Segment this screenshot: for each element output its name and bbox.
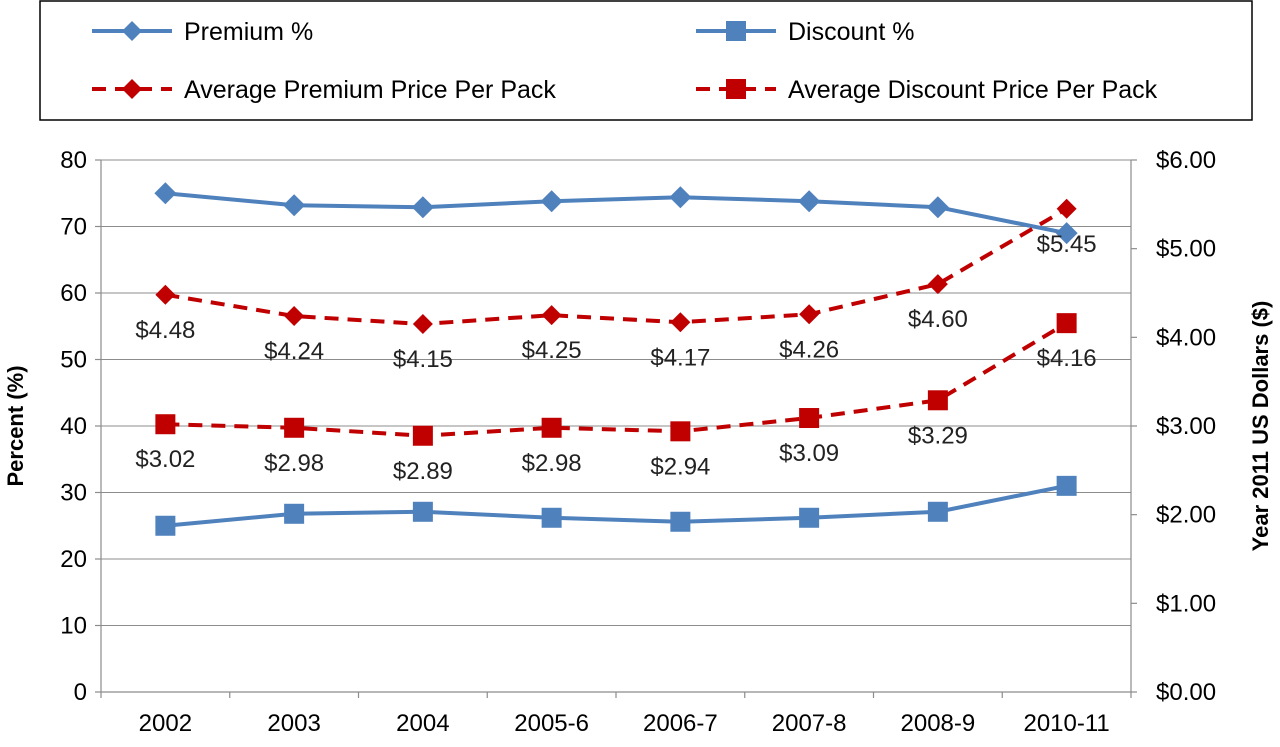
diamond-marker — [284, 306, 305, 327]
y-tick-label: 20 — [60, 546, 87, 573]
square-marker — [1056, 475, 1077, 496]
diamond-marker — [927, 274, 948, 295]
legend-square-icon — [726, 79, 746, 99]
y-tick-label: 50 — [60, 347, 87, 374]
diamond-marker — [1056, 198, 1077, 219]
x-tick-label: 2007-8 — [772, 710, 847, 737]
legend-label: Premium % — [184, 18, 313, 46]
diamond-marker — [411, 196, 434, 219]
series-line — [165, 191, 1068, 236]
square-marker — [799, 507, 820, 528]
data-label: $2.94 — [650, 453, 710, 480]
x-tick-label: 2005-6 — [514, 710, 589, 737]
axes — [95, 159, 1137, 698]
data-labels: $4.48 $4.24 $4.15 $4.25 $4.17 $4.26 $4.60 $5.45… — [135, 231, 1096, 485]
square-marker — [284, 417, 305, 438]
legend-box — [39, 0, 1253, 121]
series — [154, 182, 1078, 536]
diamond-marker — [799, 304, 820, 325]
legend-label: Discount % — [788, 18, 914, 46]
diamond-marker — [670, 312, 691, 333]
data-label: $3.29 — [908, 422, 968, 449]
gridlines — [101, 159, 1131, 626]
legend-label: Average Discount Price Per Pack — [788, 76, 1158, 104]
x-tick-label: 2006-7 — [643, 710, 718, 737]
y2-tick-label: $5.00 — [1156, 236, 1216, 263]
diamond-marker — [798, 190, 821, 213]
data-label: $4.48 — [135, 317, 195, 344]
x-tick-label: 2008-9 — [901, 710, 976, 737]
square-marker — [412, 501, 433, 522]
y-tick-label: 40 — [60, 413, 87, 440]
data-label: $4.25 — [522, 337, 582, 364]
diamond-marker — [541, 305, 562, 326]
legend-label: Average Premium Price Per Pack — [184, 76, 556, 104]
legend: Premium % Discount % Average Premium Price… — [39, 0, 1253, 121]
series-line — [165, 483, 1068, 528]
square-marker — [541, 507, 562, 528]
diamond-marker — [1055, 222, 1078, 245]
y2-tick-label: $6.00 — [1156, 147, 1216, 174]
legend-diamond-icon — [122, 21, 142, 41]
square-marker — [541, 417, 562, 438]
square-marker — [670, 511, 691, 532]
data-label: $4.16 — [1037, 345, 1097, 372]
data-label: $4.17 — [650, 344, 710, 371]
data-label: $2.89 — [393, 458, 453, 485]
y2-tick-label: $4.00 — [1156, 324, 1216, 351]
diamond-marker — [283, 194, 306, 217]
data-label: $4.26 — [779, 336, 839, 363]
data-label: $3.02 — [135, 446, 195, 473]
square-marker — [927, 501, 948, 522]
x-tick-label: 2004 — [396, 710, 449, 737]
diamond-marker — [669, 186, 692, 209]
legend-square-icon — [726, 21, 746, 41]
data-label: $3.09 — [779, 440, 839, 467]
y-tick-label: 60 — [60, 280, 87, 307]
square-marker — [155, 414, 176, 435]
x-tick-label: 2003 — [267, 710, 320, 737]
x-tick-label: 2010-11 — [1023, 710, 1109, 737]
data-label: $5.45 — [1037, 231, 1097, 258]
y-tick-label: 80 — [60, 147, 87, 174]
legend-diamond-icon — [122, 79, 142, 99]
y2-tick-label: $1.00 — [1156, 590, 1216, 617]
series-line — [165, 207, 1068, 327]
series-line — [165, 321, 1068, 438]
diamond-marker — [540, 190, 563, 213]
y-tick-label: 70 — [60, 214, 87, 241]
square-marker — [670, 421, 691, 442]
diamond-marker — [155, 284, 176, 305]
y-axis-title: Percent (%) — [3, 365, 28, 486]
y2-tick-label: $2.00 — [1156, 502, 1216, 529]
y2-tick-label: $3.00 — [1156, 413, 1216, 440]
square-marker — [1056, 313, 1077, 334]
x-tick-label: 2002 — [139, 710, 192, 737]
data-label: $4.15 — [393, 346, 453, 373]
diamond-marker — [926, 196, 949, 219]
square-marker — [927, 390, 948, 411]
data-label: $2.98 — [522, 450, 582, 477]
tick-labels: 0 10 20 30 40 50 60 70 80 $0.00 $1.00 $2.00 $3.00 $4.… — [60, 147, 1216, 737]
data-label: $4.60 — [908, 306, 968, 333]
y2-tick-label: $0.00 — [1156, 679, 1216, 706]
square-marker — [155, 515, 176, 536]
diamond-marker — [154, 182, 177, 205]
y-tick-label: 30 — [60, 480, 87, 507]
y2-axis-title: Year 2011 US Dollars ($) — [1248, 301, 1273, 552]
data-label: $4.24 — [264, 338, 324, 365]
square-marker — [412, 425, 433, 446]
y-tick-label: 0 — [74, 679, 87, 706]
diamond-marker — [412, 314, 433, 335]
y-tick-label: 10 — [60, 613, 87, 640]
data-label: $2.98 — [264, 450, 324, 477]
square-marker — [799, 408, 820, 429]
square-marker — [284, 503, 305, 524]
